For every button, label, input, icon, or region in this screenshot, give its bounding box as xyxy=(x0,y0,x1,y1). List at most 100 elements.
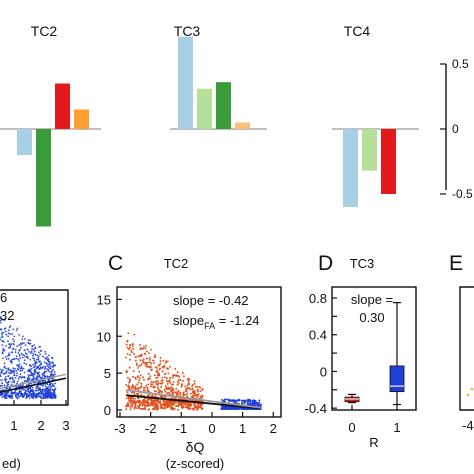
panel-c-point-blue xyxy=(259,403,262,406)
panel-c-point-red xyxy=(156,402,159,405)
panel-c-point-red xyxy=(184,385,187,388)
panel-c-point-red xyxy=(172,407,175,410)
panel-c-point-red xyxy=(171,376,174,379)
panel-c-point-red xyxy=(143,404,146,406)
left-scatter-point xyxy=(20,343,23,346)
panel-c-point-red xyxy=(177,408,179,411)
panel-c-point-red xyxy=(173,374,176,377)
left-scatter-point xyxy=(8,326,11,329)
panel-c-point-red xyxy=(131,383,134,386)
left-scatter-point xyxy=(9,369,11,372)
panel-c-point-red xyxy=(165,379,168,382)
panel-c-point-blue xyxy=(221,407,224,410)
left-scatter-point xyxy=(39,380,42,383)
left-scatter-point xyxy=(36,386,39,389)
panel-d-y-tick-label: 0.8 xyxy=(309,291,327,306)
left-scatter-point xyxy=(34,369,36,372)
panel-c-point-red xyxy=(151,401,154,404)
panel-c-point-red xyxy=(169,404,172,407)
panel-c-point-red xyxy=(165,377,168,380)
left-scatter-point xyxy=(21,338,24,340)
panel-c-point-red xyxy=(135,400,138,403)
left-scatter-point xyxy=(44,357,47,359)
left-scatter-point xyxy=(46,375,48,378)
panel-c-point-red xyxy=(146,394,149,397)
panel-c-fit-lines xyxy=(126,389,262,410)
left-scatter-point xyxy=(7,357,10,360)
left-scatter-point xyxy=(3,319,6,322)
panel-c-x-tick-label: 2 xyxy=(270,421,277,436)
panel-d-letter: D xyxy=(318,252,333,275)
left-scatter-point xyxy=(30,382,33,385)
panel-c-point-red xyxy=(136,376,139,379)
left-scatter-point xyxy=(11,395,14,397)
left-scatter-point xyxy=(7,367,10,370)
shared-y-tick-label: 0.5 xyxy=(452,57,469,71)
panel-c-point-red xyxy=(128,381,131,384)
left-scatter-point xyxy=(30,371,33,374)
panel-c-point-red xyxy=(176,394,179,397)
left-scatter-point xyxy=(3,365,6,368)
left-scatter-point xyxy=(43,361,46,364)
panel-c-point-red xyxy=(144,405,147,408)
left-scatter-point xyxy=(9,325,12,327)
panel-c-point-red xyxy=(163,365,166,368)
panel-c-point-red xyxy=(149,375,152,378)
shared-y-tick-label: -0.5 xyxy=(452,187,473,201)
left-scatter-point xyxy=(51,397,53,400)
left-scatter-point xyxy=(18,392,21,394)
panel-c-point-red xyxy=(168,402,171,405)
shared-y-tick-label: 0 xyxy=(452,122,459,136)
panel-c-point-red xyxy=(125,371,128,374)
panel-c-point-blue xyxy=(223,407,226,410)
panel-c-point-blue xyxy=(241,401,244,404)
left-scatter-point xyxy=(34,347,37,350)
panel-c-x-ticks: -3 -2 -1 0 1 2 xyxy=(114,412,277,436)
panel-e: E -4 xyxy=(449,252,474,433)
panel-c-point-red xyxy=(149,403,152,406)
panel-c-point-red xyxy=(152,381,155,383)
left-scatter-point xyxy=(10,390,13,393)
panel-c-point-red xyxy=(158,368,161,371)
panel-c-point-red xyxy=(189,388,192,391)
left-scatter-point xyxy=(43,379,45,382)
panel-c-point-red xyxy=(176,380,179,383)
left-scatter-point xyxy=(28,363,31,366)
left-scatter-point xyxy=(16,397,19,400)
panel-c-point-red xyxy=(147,365,150,368)
panel-c-point-red xyxy=(138,377,141,380)
left-scatter-point xyxy=(29,391,32,393)
panel-c-point-red xyxy=(177,390,180,393)
left-scatter-point xyxy=(21,369,24,372)
left-scatter-point xyxy=(54,387,57,390)
panel-c-point-red xyxy=(191,384,194,387)
panel-c-point-red xyxy=(140,385,143,388)
left-scatter-point xyxy=(5,387,7,390)
left-scatter-point xyxy=(5,393,8,396)
left-scatter-point xyxy=(46,387,49,390)
left-scatter-point xyxy=(50,361,53,364)
panel-c-point-blue xyxy=(246,401,249,404)
left-scatter-point xyxy=(19,348,21,351)
left-scatter-point xyxy=(31,393,34,396)
panel-c-point-red xyxy=(137,389,140,392)
bar-tc3-c4 xyxy=(235,122,250,129)
left-scatter-point xyxy=(16,345,19,348)
panel-c-point-red xyxy=(184,390,187,393)
panel-c-point-blue xyxy=(225,398,228,401)
panel-c-slope-fa-value: = -1.24 xyxy=(215,313,259,328)
left-scatter-point xyxy=(1,333,4,336)
panel-c-point-red xyxy=(182,375,185,378)
left-scatter-points xyxy=(0,316,67,400)
left-scatter-point xyxy=(11,392,14,394)
panel-c-point-red xyxy=(146,386,149,389)
left-scatter-point xyxy=(25,353,28,356)
panel-c-point-blue xyxy=(227,399,230,402)
left-scatter-point xyxy=(7,374,10,377)
panel-c-slope: slope = -0.42 xyxy=(173,293,249,308)
panel-c-point-red xyxy=(163,403,166,405)
left-scatter-point xyxy=(24,379,27,382)
panel-c-point-red xyxy=(125,369,128,372)
panel-c-point-red xyxy=(134,376,137,379)
panel-c-point-red xyxy=(153,406,156,409)
